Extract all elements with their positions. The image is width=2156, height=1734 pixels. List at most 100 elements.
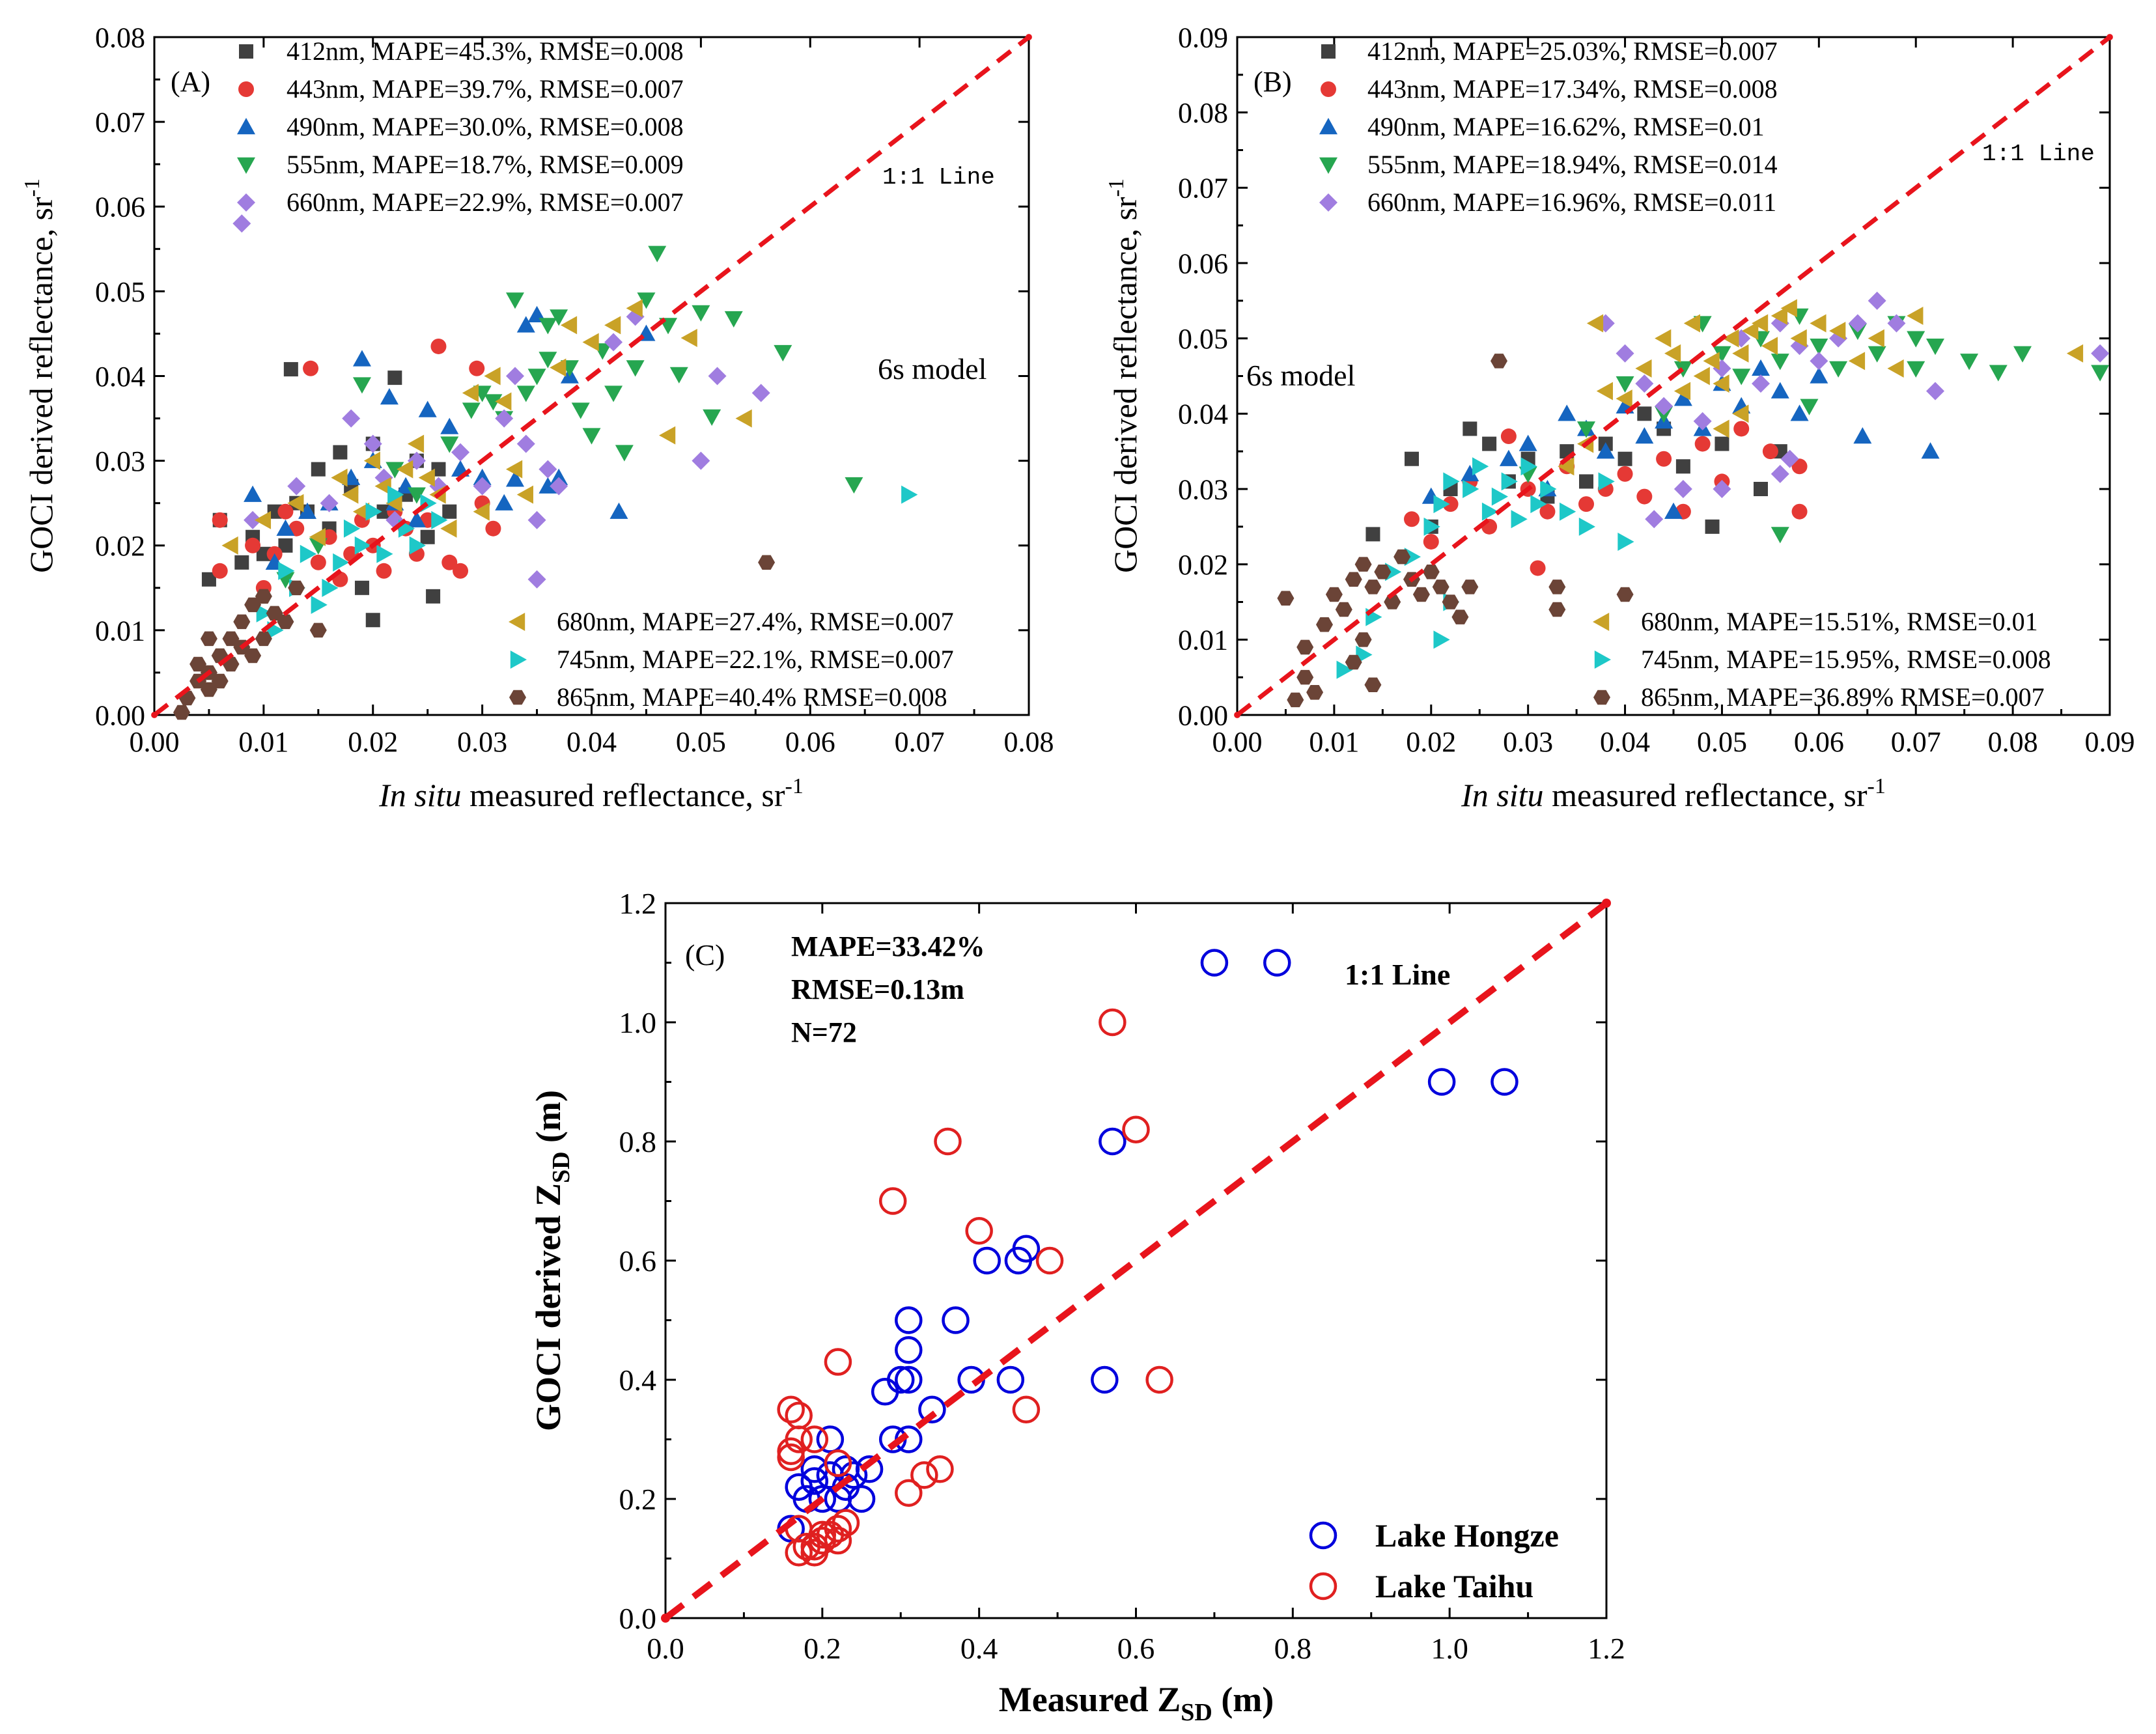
data-point — [441, 554, 458, 570]
data-point — [1296, 639, 1314, 655]
one-to-one-end-dot — [1602, 899, 1611, 908]
y-tick-label: 0.00 — [95, 699, 145, 731]
stats-text: MAPE=33.42% — [791, 930, 985, 962]
data-point — [1907, 331, 1925, 348]
legend-entry: 412nm, MAPE=45.3%, RMSE=0.008 — [287, 36, 684, 66]
legend-entry: 443nm, MAPE=17.34%, RMSE=0.008 — [1367, 74, 1778, 104]
data-point — [824, 1348, 852, 1376]
data-point — [376, 544, 393, 563]
legend-entry: 660nm, MAPE=16.96%, RMSE=0.011 — [1367, 188, 1776, 217]
data-point — [343, 519, 361, 538]
x-tick-label: 0.00 — [1212, 726, 1263, 758]
data-point — [288, 580, 305, 596]
data-point — [1335, 602, 1352, 617]
data-point — [816, 1425, 845, 1453]
data-point — [1907, 361, 1925, 378]
legend-marker — [1319, 157, 1337, 174]
data-point — [469, 360, 485, 376]
data-point — [354, 536, 371, 555]
data-point — [1791, 503, 1808, 520]
data-point — [1345, 654, 1362, 670]
data-point — [824, 1515, 852, 1543]
data-point — [1655, 329, 1672, 348]
data-point — [1461, 580, 1479, 594]
data-point — [387, 485, 404, 504]
data-point — [1752, 374, 1770, 393]
data-point — [1336, 660, 1353, 679]
data-point — [1578, 496, 1594, 512]
data-point — [397, 460, 413, 479]
data-point — [1442, 594, 1459, 609]
data-point — [1868, 329, 1884, 348]
data-point — [200, 682, 217, 697]
data-point — [255, 589, 272, 604]
data-point — [1771, 306, 1787, 325]
x-tick-label: 0.4 — [960, 1632, 998, 1665]
data-point — [189, 656, 207, 672]
data-point — [1887, 314, 1906, 333]
data-point — [1732, 369, 1751, 385]
x-tick-label: 0.05 — [1697, 726, 1747, 758]
x-tick-label: 0.03 — [1503, 726, 1553, 758]
legend-entry: 745nm, MAPE=22.1%, RMSE=0.007 — [557, 645, 954, 674]
stats-text: N=72 — [791, 1016, 857, 1048]
data-point — [442, 504, 457, 519]
legend-entry: 490nm, MAPE=16.62%, RMSE=0.01 — [1367, 112, 1765, 141]
data-point — [703, 409, 721, 426]
data-point — [1713, 480, 1731, 498]
x-axis-label: In situ measured reflectance, sr-1 — [1461, 774, 1886, 813]
data-point — [2013, 346, 2032, 363]
x-tick-label: 0.03 — [457, 726, 507, 758]
data-point — [1427, 1068, 1456, 1096]
legend-marker — [239, 44, 253, 59]
data-point — [1713, 346, 1731, 363]
data-point — [1596, 442, 1615, 459]
y-tick-label: 0.09 — [1178, 21, 1228, 53]
data-point — [996, 1365, 1025, 1394]
legend-marker — [1594, 650, 1611, 669]
data-point — [895, 1336, 923, 1364]
data-point — [473, 468, 492, 485]
data-point — [212, 563, 228, 579]
x-tick-label: 0.08 — [1988, 726, 2038, 758]
y-tick-label: 0.05 — [95, 276, 145, 308]
data-point — [244, 510, 262, 529]
y-tick-label: 0.06 — [1178, 247, 1228, 279]
panel-label: (C) — [685, 938, 725, 972]
data-point — [1771, 527, 1789, 544]
data-point — [342, 485, 359, 504]
data-point — [824, 1526, 852, 1555]
x-tick-label: 0.06 — [1794, 726, 1844, 758]
x-tick-label: 0.04 — [1600, 726, 1650, 758]
data-point — [785, 1473, 813, 1501]
model-label: 6s model — [1246, 359, 1355, 392]
data-point — [287, 494, 304, 512]
y-tick-label: 0.03 — [1178, 473, 1228, 505]
data-point — [527, 570, 546, 589]
data-point — [1422, 565, 1440, 580]
data-point — [1675, 459, 1690, 474]
data-point — [1511, 510, 1528, 529]
data-point — [505, 460, 523, 479]
legend-marker — [1321, 81, 1336, 97]
panel-a-chart: 0.00 0.01 0.02 0.03 0.04 0.05 0.06 0.07 0.08 0.00… — [20, 21, 1054, 813]
data-point — [451, 443, 470, 462]
data-point — [1926, 382, 1944, 400]
data-point — [484, 367, 501, 385]
data-point — [1761, 337, 1778, 356]
data-point — [1673, 480, 1692, 498]
series-lake-hongze — [777, 949, 1519, 1543]
data-point — [505, 470, 524, 487]
data-point — [550, 358, 567, 377]
data-point — [1433, 495, 1450, 514]
data-point — [774, 344, 792, 362]
data-point — [1442, 496, 1459, 512]
data-point — [1810, 367, 1828, 384]
data-point — [1616, 344, 1634, 363]
data-point — [824, 1449, 852, 1477]
data-point — [539, 477, 557, 494]
data-point — [808, 1485, 837, 1513]
data-point — [311, 462, 326, 477]
one-to-one-start-dot — [661, 1614, 670, 1623]
data-point — [505, 292, 524, 309]
